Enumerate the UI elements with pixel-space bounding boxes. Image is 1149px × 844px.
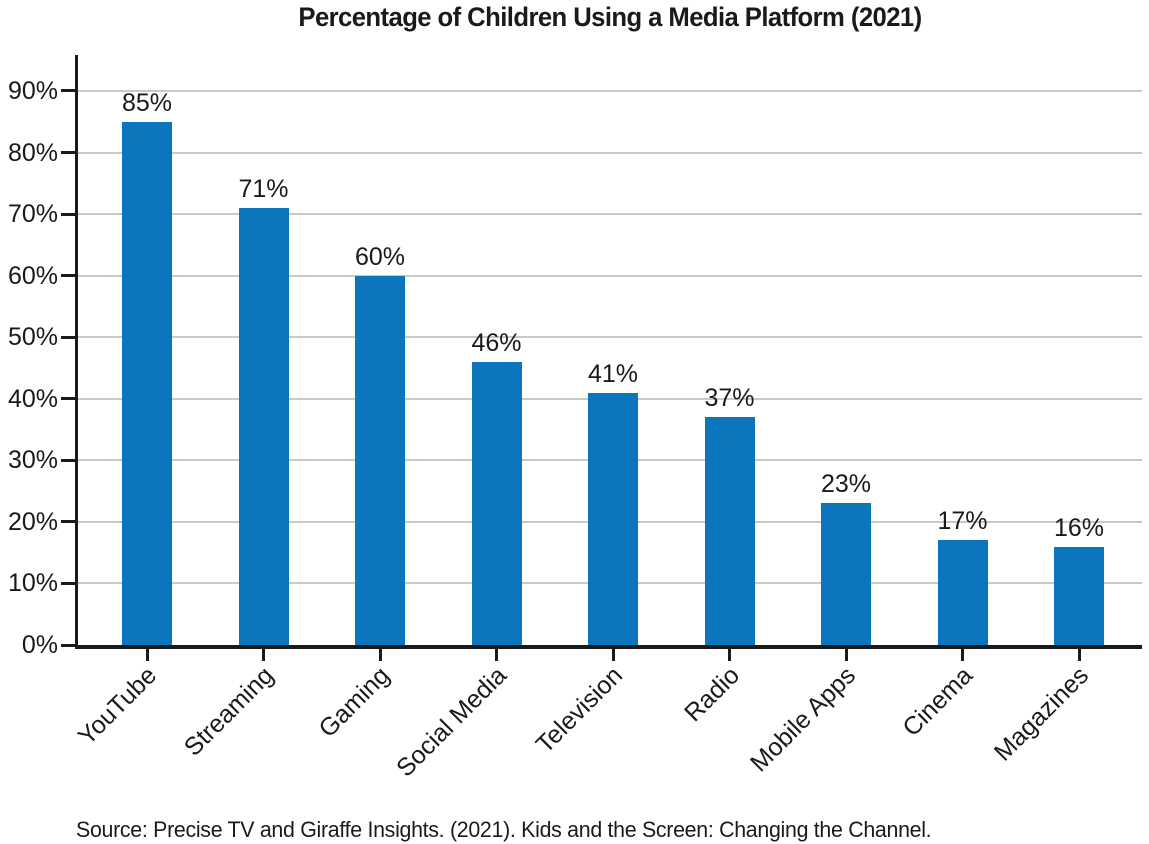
x-axis-tick xyxy=(728,647,731,661)
y-axis-tick xyxy=(61,335,78,339)
bar-gaming xyxy=(355,275,405,645)
bar-magazines xyxy=(1054,546,1104,645)
gridline-80 xyxy=(78,151,1142,154)
source-note: Source: Precise TV and Giraffe Insights.… xyxy=(76,817,932,842)
y-axis-tick-label: 50% xyxy=(7,323,58,352)
bar-value-label: 46% xyxy=(471,328,522,357)
bar-television xyxy=(588,392,638,645)
bar-value-label: 41% xyxy=(587,359,639,388)
bar-cinema xyxy=(937,540,988,645)
chart-title: Percentage of Children Using a Media Pla… xyxy=(298,2,922,32)
x-axis-tick xyxy=(611,647,615,661)
x-axis-line xyxy=(75,645,1142,649)
y-axis-tick-label: 90% xyxy=(7,76,58,105)
y-axis-tick-label: 40% xyxy=(7,384,58,413)
gridline-90 xyxy=(78,89,1142,92)
y-axis-line xyxy=(75,55,78,649)
x-axis-tick xyxy=(378,647,382,661)
bar-value-label: 71% xyxy=(238,174,289,203)
bar-radio xyxy=(704,417,755,645)
bar-youtube xyxy=(122,121,172,645)
bar-value-label: 60% xyxy=(354,242,406,271)
x-axis-tick xyxy=(262,647,265,661)
y-axis-tick xyxy=(61,581,78,585)
bar-value-label: 23% xyxy=(820,470,872,499)
y-axis-tick-label: 0% xyxy=(21,631,58,659)
y-axis-tick xyxy=(61,520,78,524)
y-axis-tick-label: 60% xyxy=(7,261,58,290)
y-axis-tick xyxy=(61,643,78,647)
y-axis-tick xyxy=(61,151,78,155)
bar-value-label: 37% xyxy=(704,384,755,413)
x-axis-tick xyxy=(844,647,848,661)
bar-streaming xyxy=(238,207,289,645)
x-axis-tick xyxy=(961,647,964,661)
y-axis-tick xyxy=(61,212,78,216)
bar-value-label: 17% xyxy=(937,507,988,536)
bar-social-media xyxy=(471,361,522,645)
y-axis-tick xyxy=(61,458,78,462)
gridline-60 xyxy=(78,274,1142,277)
y-axis-tick-label: 10% xyxy=(7,569,58,598)
y-axis-tick-label: 70% xyxy=(7,200,58,229)
y-axis-tick xyxy=(61,274,78,278)
gridline-70 xyxy=(78,213,1142,216)
y-axis-tick xyxy=(61,89,78,93)
bar-value-label: 16% xyxy=(1053,513,1105,542)
y-axis-tick xyxy=(61,397,78,401)
y-axis-tick-label: 80% xyxy=(7,138,58,167)
x-axis-tick xyxy=(495,647,498,661)
bar-mobile-apps xyxy=(821,503,871,645)
y-axis-tick-label: 20% xyxy=(7,507,58,536)
x-axis-tick xyxy=(1077,647,1081,661)
y-axis-tick-label: 30% xyxy=(7,446,58,475)
gridline-50 xyxy=(78,336,1142,339)
x-axis-tick xyxy=(145,647,149,661)
bar-value-label: 85% xyxy=(121,88,173,117)
